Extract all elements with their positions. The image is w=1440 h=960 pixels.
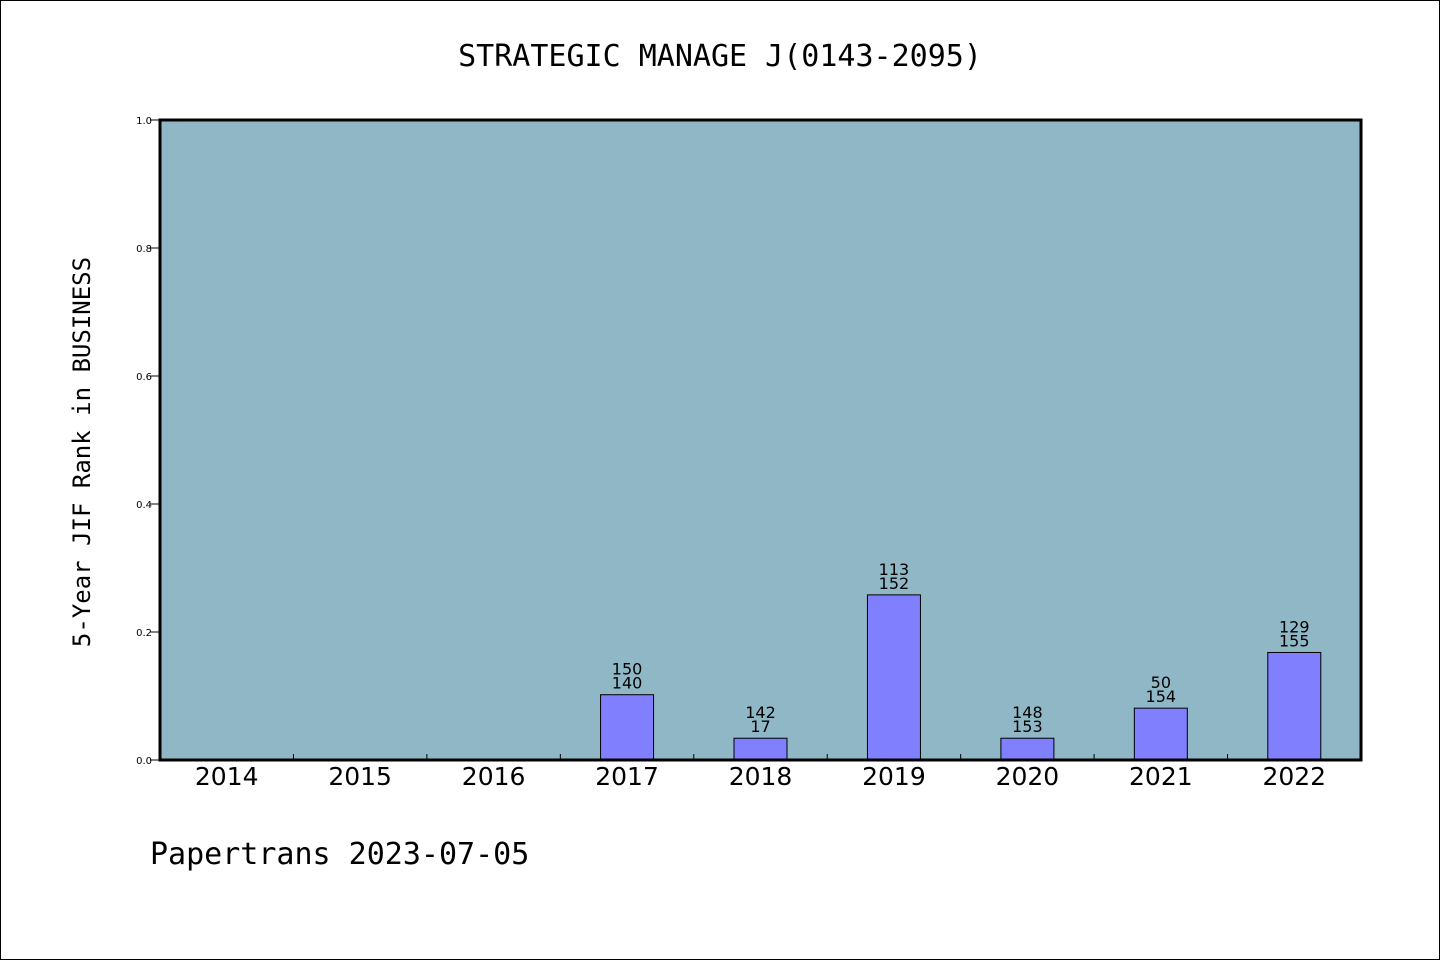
x-tick-label: 2014 — [195, 762, 259, 791]
bar-2022 — [1267, 651, 1322, 761]
footer-credit: Papertrans 2023-07-05 — [150, 837, 529, 872]
y-tick-label: 0.8 — [136, 244, 152, 255]
data-label-bottom: 154 — [1146, 687, 1177, 706]
x-tick-label: 2020 — [996, 762, 1060, 791]
y-tick-label: 1.0 — [136, 116, 152, 127]
x-tick-label: 2018 — [729, 762, 793, 791]
data-label-bottom: 140 — [612, 674, 643, 693]
plot-area — [158, 118, 1363, 762]
x-tick-label: 2019 — [862, 762, 926, 791]
x-tick-label: 2015 — [328, 762, 392, 791]
bars-layer — [600, 594, 1322, 761]
data-label-bottom: 155 — [1279, 631, 1310, 650]
bar-2017 — [600, 694, 655, 761]
y-tick-label: 0.4 — [136, 500, 152, 511]
y-tick-label: 0.6 — [136, 372, 152, 383]
y-tick-label: 0.2 — [136, 628, 152, 639]
data-label-top: 142 — [745, 703, 776, 722]
data-label-top: 113 — [879, 560, 910, 579]
data-label-bottom: 17 — [750, 717, 770, 736]
data-label-top: 148 — [1012, 703, 1043, 722]
bar-2021 — [1133, 707, 1188, 761]
bar-2018 — [733, 737, 788, 761]
x-tick-label: 2021 — [1129, 762, 1193, 791]
data-label-bottom: 152 — [879, 574, 910, 593]
x-tick-label: 2016 — [462, 762, 526, 791]
data-label-bottom: 153 — [1012, 717, 1043, 736]
chart-title: STRATEGIC MANAGE J(0143-2095) — [458, 39, 982, 74]
x-tick-label: 2022 — [1262, 762, 1326, 791]
bar-2019 — [866, 594, 921, 761]
bar-2020 — [1000, 737, 1055, 761]
data-label-top: 150 — [612, 660, 643, 679]
data-label-top: 50 — [1151, 673, 1171, 692]
y-axis-label: 5-Year JIF Rank in BUSINESS — [68, 257, 96, 647]
x-ticks-layer: 2014 2015 2016 2017 2018 2019 2020 2021 2022 — [195, 754, 1326, 791]
y-ticks-layer: 0.0 0.2 0.4 0.6 0.8 1.0 — [136, 116, 160, 767]
x-tick-label: 2017 — [595, 762, 659, 791]
y-tick-label: 0.0 — [136, 756, 152, 767]
plot-border — [158, 118, 1363, 762]
data-label-top: 129 — [1279, 617, 1310, 636]
